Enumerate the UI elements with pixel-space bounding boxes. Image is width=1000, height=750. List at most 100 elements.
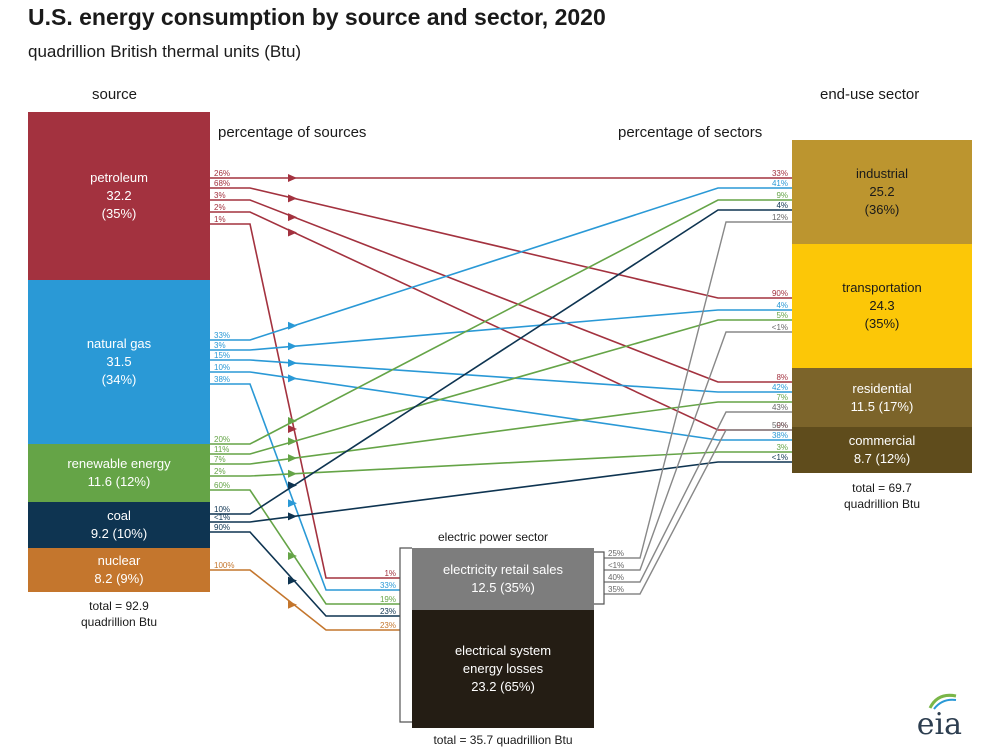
source-percent-label: 90% — [214, 523, 230, 532]
source-percent-label: 1% — [214, 215, 226, 224]
sector-pct: (35%) — [864, 316, 900, 331]
flow-line — [210, 451, 792, 477]
sector-total-line1: total = 69.7 — [852, 481, 912, 495]
sector-percent-label: 41% — [772, 179, 788, 188]
source-percent-label: 7% — [214, 455, 226, 464]
sector-percent-label: 1% — [384, 569, 396, 578]
source-percent-label: 10% — [214, 505, 230, 514]
source-percent-label: 10% — [214, 363, 230, 372]
flow-line — [210, 359, 792, 393]
flow-line — [210, 461, 792, 523]
source-percent-label: 15% — [214, 351, 230, 360]
sector-percent-label: 7% — [776, 393, 788, 402]
percentage-of-sectors-label: percentage of sectors — [618, 124, 763, 141]
sector-percent-label: 23% — [380, 607, 396, 616]
flow-line — [210, 209, 792, 515]
flow-arrow — [288, 417, 297, 426]
retail-flow-line — [604, 221, 792, 559]
flow-line — [210, 489, 400, 605]
electricity-retail-sales-box: electricity retail sales 12.5 (35%) — [412, 548, 594, 610]
page-title: U.S. energy consumption by source and se… — [28, 4, 606, 30]
source-total: total = 92.9 quadrillion Btu — [28, 598, 210, 630]
source-box-natural-gas: natural gas 31.5 (34%) — [28, 280, 210, 444]
retail-source-percent-label: 40% — [608, 573, 624, 582]
percentage-of-sources-label: percentage of sources — [218, 124, 367, 141]
source-percent-label: 68% — [214, 179, 230, 188]
source-header: source — [92, 86, 138, 103]
source-value: 8.2 (9%) — [94, 571, 144, 586]
flow-arrow — [288, 481, 297, 490]
flow-arrow — [288, 359, 297, 368]
source-pct: (35%) — [101, 206, 137, 221]
source-name: nuclear — [97, 553, 141, 568]
losses-name-line1: electrical system — [454, 643, 552, 658]
source-percent-label: 38% — [214, 375, 230, 384]
source-percent-label: 20% — [214, 435, 230, 444]
source-name: renewable energy — [67, 456, 171, 471]
flow-arrow — [288, 174, 297, 182]
source-total-line2: quadrillion Btu — [80, 615, 158, 629]
sector-total-line2: quadrillion Btu — [843, 497, 921, 511]
retail-flow-line — [604, 429, 792, 595]
retail-value: 12.5 (35%) — [471, 580, 535, 595]
flow-arrow — [288, 512, 297, 521]
sector-percent-label: 4% — [776, 301, 788, 310]
sector-name: commercial — [848, 433, 916, 448]
flow-line — [210, 187, 792, 341]
sector-value: 25.2 — [869, 184, 895, 199]
source-box-nuclear: nuclear 8.2 (9%) — [28, 548, 210, 592]
sector-box-industrial: industrial 25.2 (36%) — [792, 140, 972, 244]
retail-sector-percent-label: 43% — [772, 403, 788, 412]
source-percent-label: 2% — [214, 203, 226, 212]
flow-arrow — [288, 424, 297, 433]
flow-arrow — [288, 552, 297, 560]
flow-arrow — [288, 342, 297, 351]
retail-bracket-right — [594, 551, 605, 605]
source-percent-label: 33% — [214, 331, 230, 340]
sector-percent-label: 9% — [776, 191, 788, 200]
retail-sector-percent-label: 50% — [772, 421, 788, 430]
flow-line — [210, 187, 792, 299]
eia-logo-swoosh — [928, 693, 957, 710]
sector-percent-label: 5% — [776, 311, 788, 320]
electric-bracket-left — [399, 547, 412, 723]
flow-line — [210, 223, 400, 579]
sector-value: 11.5 (17%) — [850, 398, 914, 414]
flow-line — [210, 531, 400, 617]
source-value: 9.2 (10%) — [90, 526, 148, 541]
sector-percent-label: 33% — [772, 169, 788, 178]
source-box-renewable-energy: renewable energy 11.6 (12%) — [28, 444, 210, 502]
flow-line — [210, 371, 792, 441]
source-value: 32.2 — [106, 188, 132, 203]
source-percent-label: 3% — [214, 341, 226, 350]
source-total-line1: total = 92.9 — [89, 599, 149, 613]
flow-arrow — [288, 600, 297, 609]
source-box-petroleum: petroleum 32.2 (35%) — [28, 112, 210, 280]
retail-sector-percent-label: <1% — [772, 323, 788, 332]
sector-percent-label: 3% — [776, 443, 788, 452]
retail-source-percent-label: <1% — [608, 561, 624, 570]
source-percent-label: 100% — [214, 561, 234, 570]
sector-percent-label: 8% — [776, 373, 788, 382]
flow-arrow — [288, 321, 297, 330]
sector-percent-label: 38% — [772, 431, 788, 440]
flow-line — [210, 309, 792, 351]
sector-percent-label: 23% — [380, 621, 396, 630]
source-name: natural gas — [86, 336, 152, 351]
source-percent-label: 11% — [214, 445, 229, 454]
retail-source-percent-label: 35% — [608, 585, 624, 594]
losses-value: 23.2 (65%) — [471, 679, 535, 694]
flow-arrow — [288, 454, 297, 463]
flow-line — [210, 401, 792, 465]
sector-percent-label: 4% — [776, 201, 788, 210]
sector-percent-label: 90% — [772, 289, 788, 298]
sector-value: 8.7 (12%) — [853, 451, 911, 466]
source-percent-label: 26% — [214, 169, 230, 178]
sector-percent-label: 9% — [776, 421, 788, 430]
losses-name-line2: energy losses — [462, 661, 544, 676]
flow-line — [210, 211, 792, 431]
retail-sector-percent-label: 12% — [772, 213, 788, 222]
flow-line — [210, 199, 792, 445]
sector-name: residential — [852, 380, 912, 396]
